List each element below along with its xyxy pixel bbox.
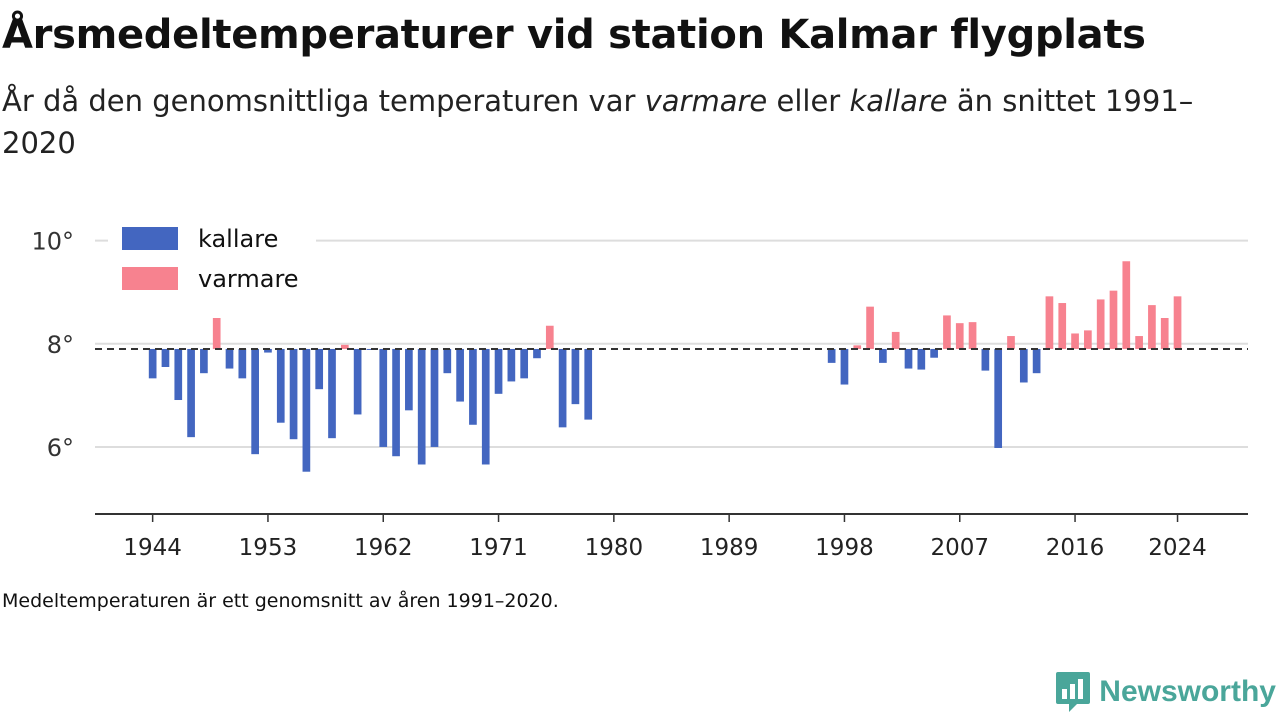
bar-1949 bbox=[212, 318, 221, 349]
bar-2018 bbox=[1096, 299, 1105, 349]
bar-1974 bbox=[533, 348, 541, 359]
bar-2002 bbox=[891, 331, 900, 349]
x-tick-label: 2016 bbox=[1046, 535, 1105, 561]
brand-logo[interactable]: Newsworthy bbox=[1055, 670, 1276, 714]
bar-1969 bbox=[469, 348, 477, 425]
subtitle-emphasis-warm: varmare bbox=[644, 84, 768, 118]
bar-2007 bbox=[955, 323, 964, 349]
bar-2001 bbox=[879, 348, 887, 363]
bar-1967 bbox=[443, 348, 452, 374]
bar-1951 bbox=[238, 348, 247, 379]
x-tick-label: 1989 bbox=[700, 535, 759, 561]
bar-2013 bbox=[1032, 348, 1041, 374]
bar-1972 bbox=[507, 348, 516, 382]
bar-1947 bbox=[187, 348, 195, 438]
bar-1963 bbox=[392, 348, 400, 457]
bar-1948 bbox=[200, 348, 208, 374]
y-tick-label: 10° bbox=[31, 228, 74, 256]
chart-subtitle: År då den genomsnittliga temperaturen va… bbox=[2, 80, 1202, 164]
subtitle-text-3: än snittet 1991–2020 bbox=[2, 84, 1194, 160]
bar-1962 bbox=[379, 348, 388, 447]
bar-1998 bbox=[840, 348, 849, 385]
bar-1975 bbox=[545, 325, 554, 349]
bar-1966 bbox=[430, 348, 439, 447]
x-tick-label: 1998 bbox=[815, 535, 874, 561]
x-tick-label: 2007 bbox=[930, 535, 989, 561]
y-tick-label: 8° bbox=[47, 331, 74, 359]
bar-chart: 6° 8° 10° 1944 1953 1962 1971 1980 1989 1998 2007… bbox=[31, 220, 1248, 561]
bar-2008 bbox=[968, 322, 977, 349]
bar-2000 bbox=[866, 306, 874, 349]
bar-1945 bbox=[161, 348, 170, 367]
bar-1950 bbox=[225, 348, 234, 369]
legend: kallare varmare bbox=[108, 220, 316, 300]
bar-1973 bbox=[520, 348, 529, 379]
bar-1965 bbox=[417, 348, 426, 465]
legend-label-warm: varmare bbox=[198, 265, 299, 293]
bar-1997 bbox=[827, 348, 836, 363]
bar-2017 bbox=[1084, 330, 1092, 349]
bar-1960 bbox=[353, 348, 362, 415]
legend-label-cold: kallare bbox=[198, 225, 278, 253]
bar-2020 bbox=[1122, 261, 1131, 349]
bar-2021 bbox=[1135, 336, 1143, 349]
x-tick-label: 1953 bbox=[239, 535, 298, 561]
bar-2011 bbox=[1007, 336, 1015, 349]
bar-1964 bbox=[405, 348, 413, 411]
bar-2010 bbox=[994, 348, 1003, 448]
footnote: Medeltemperaturen är ett genomsnitt av å… bbox=[2, 590, 559, 612]
bar-1977 bbox=[571, 348, 580, 405]
bar-2009 bbox=[981, 348, 990, 371]
brand-name: Newsworthy bbox=[1099, 675, 1276, 708]
bar-2014 bbox=[1045, 296, 1054, 349]
bar-1976 bbox=[558, 348, 567, 428]
bar-1970 bbox=[481, 348, 490, 465]
bar-2023 bbox=[1160, 318, 1169, 349]
bar-2019 bbox=[1109, 290, 1118, 349]
y-tick-label: 6° bbox=[47, 434, 74, 462]
bar-1957 bbox=[315, 348, 324, 390]
legend-swatch-cold bbox=[122, 227, 178, 250]
bar-2005 bbox=[930, 348, 938, 358]
bar-1999 bbox=[853, 345, 862, 349]
bar-2006 bbox=[943, 315, 951, 349]
bar-1956 bbox=[302, 348, 311, 472]
x-axis: 1944 1953 1962 1971 1980 1989 1998 2007 2016 2024 bbox=[95, 513, 1248, 561]
bar-2022 bbox=[1148, 305, 1156, 349]
bar-2003 bbox=[904, 348, 913, 369]
bar-2004 bbox=[917, 348, 926, 370]
bar-1944 bbox=[148, 348, 157, 379]
bar-1978 bbox=[584, 348, 593, 420]
subtitle-text-2: eller bbox=[767, 84, 850, 118]
bar-2012 bbox=[1019, 348, 1028, 383]
bar-1952 bbox=[251, 348, 259, 455]
bar-1959 bbox=[340, 344, 349, 349]
bar-1953 bbox=[264, 348, 272, 353]
bar-1971 bbox=[494, 348, 503, 394]
legend-swatch-warm bbox=[122, 267, 178, 290]
x-tick-label: 1971 bbox=[469, 535, 528, 561]
x-tick-label: 1962 bbox=[354, 535, 413, 561]
bar-1954 bbox=[276, 348, 285, 423]
chart-title: Årsmedeltemperaturer vid station Kalmar … bbox=[2, 12, 1146, 58]
bars bbox=[148, 261, 1182, 472]
bar-1955 bbox=[289, 348, 298, 440]
newsworthy-logo-icon bbox=[1056, 672, 1091, 712]
bar-2015 bbox=[1058, 303, 1067, 349]
subtitle-emphasis-cold: kallare bbox=[849, 84, 948, 118]
x-tick-label: 1980 bbox=[585, 535, 644, 561]
bar-1961 bbox=[366, 348, 375, 350]
y-axis-ticks: 6° 8° 10° bbox=[31, 228, 74, 462]
bar-1946 bbox=[174, 348, 183, 401]
bar-2016 bbox=[1071, 333, 1079, 349]
bar-2024 bbox=[1173, 296, 1182, 349]
subtitle-text-1: År då den genomsnittliga temperaturen va… bbox=[2, 84, 645, 118]
x-tick-label: 2024 bbox=[1148, 535, 1207, 561]
bar-1968 bbox=[456, 348, 464, 402]
bar-1958 bbox=[328, 348, 336, 439]
x-tick-label: 1944 bbox=[123, 535, 182, 561]
